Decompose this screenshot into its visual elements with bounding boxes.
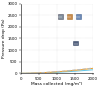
Y-axis label: Pressure drop (Pa): Pressure drop (Pa) xyxy=(2,19,6,58)
X-axis label: Mass collected (mg/m²): Mass collected (mg/m²) xyxy=(31,82,82,86)
Bar xyxy=(67,16,72,18)
Bar xyxy=(76,16,81,18)
Bar xyxy=(67,14,72,19)
Bar xyxy=(73,41,79,45)
Bar xyxy=(58,14,63,19)
Bar xyxy=(74,43,78,45)
Bar xyxy=(76,14,81,19)
Bar xyxy=(58,16,62,18)
